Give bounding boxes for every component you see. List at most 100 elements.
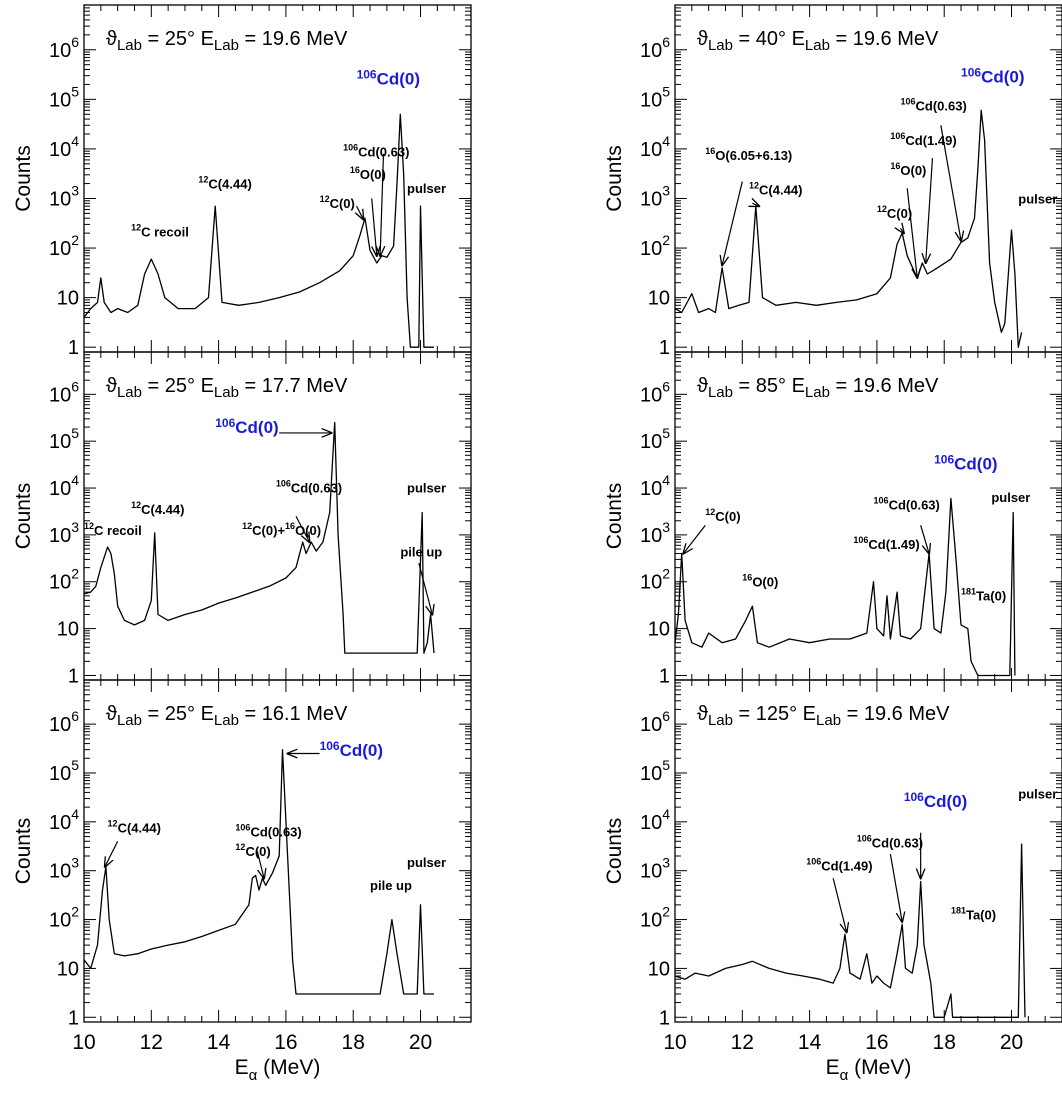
y-tick-label-exponent: 5: [662, 83, 670, 99]
y-tick-label: 102: [640, 566, 670, 594]
annotation-arrow: [900, 228, 903, 233]
y-tick-label: 104: [49, 133, 79, 161]
y-tick-label-exponent: 6: [662, 708, 670, 724]
peak-label-part-0: 106: [320, 739, 340, 753]
peak-label-part-1: C(4.44): [759, 183, 802, 198]
x-axis-title-sub: α: [249, 1067, 258, 1084]
y-tick-label-base: 10: [640, 812, 662, 834]
y-tick-label-base: 10: [640, 40, 662, 62]
y-tick-label-exponent: 4: [71, 133, 79, 149]
panel-title-part-2: = 125° E: [733, 703, 816, 725]
annotation-arrow: [683, 524, 706, 553]
y-tick-label-base: 10: [640, 525, 662, 547]
panel-title-part-1: Lab: [117, 384, 142, 401]
x-axis-title: Eα (MeV): [235, 1056, 321, 1084]
annotation-arrow: [418, 562, 432, 614]
x-tick-label: 10: [663, 1031, 686, 1054]
peak-label-part-0: 16: [350, 165, 360, 175]
y-tick-label: 103: [640, 519, 670, 547]
panel-title: ϑLab = 40° ELab = 19.6 MeV: [697, 28, 939, 54]
y-tick-label-base: 10: [49, 525, 71, 547]
peak-label: 106Cd(0.63): [857, 833, 923, 850]
y-tick-label: 1: [659, 337, 670, 359]
peak-label: 12C recoil: [131, 223, 189, 240]
panel-title-part-2: = 25° E: [142, 375, 214, 397]
y-tick-label: 106: [49, 34, 79, 62]
y-tick-label-base: 10: [49, 89, 71, 111]
peak-label-part-0: 12: [320, 194, 330, 204]
y-axis-title: Counts: [603, 145, 626, 212]
peak-label-part-1: Cd(1.49): [868, 537, 919, 552]
peak-label-part-0: 16: [742, 572, 752, 582]
x-axis-title-sub: α: [840, 1067, 849, 1084]
x-axis-title-unit: (MeV): [257, 1056, 320, 1079]
y-tick-label: 106: [49, 378, 79, 406]
y-tick-label: 1: [68, 665, 79, 687]
y-tick-label-base: 10: [640, 89, 662, 111]
peak-label-part-0: 12: [242, 521, 252, 531]
x-tick-label: 18: [933, 1031, 956, 1054]
spectrum-line: [674, 109, 1023, 348]
spectrum-line: [83, 749, 434, 995]
peak-label-part-1: C recoil: [141, 225, 189, 240]
peak-label: 12C(0): [877, 204, 912, 221]
peak-label-part-1: C(0): [245, 844, 270, 859]
panel-title-part-0: ϑ: [697, 375, 708, 397]
panel-title-part-4: = 19.6 MeV: [841, 703, 950, 725]
panel-title-part-4: = 19.6 MeV: [239, 28, 348, 50]
y-tick-label: 105: [49, 425, 79, 453]
y-tick-label-exponent: 3: [662, 182, 670, 198]
peak-label-part-1: Cd(0): [235, 418, 278, 437]
peak-label-part-1: O(0): [900, 163, 926, 178]
panel-title-part-4: = 19.6 MeV: [830, 28, 939, 50]
peak-label-part-1: Cd(1.49): [905, 133, 956, 148]
peak-label: pile up: [400, 544, 442, 559]
peak-label: pulser: [1018, 191, 1057, 206]
annotation-arrow: [832, 878, 846, 932]
peak-label-part-0: 106: [853, 535, 868, 545]
peak-label: 16O(0): [742, 572, 778, 589]
peak-label-part-1: C(0): [715, 509, 740, 524]
peak-label-part-1: Cd(0.63): [889, 497, 940, 512]
peak-label-part-1: Cd(1.49): [821, 859, 872, 874]
y-tick-label-base: 10: [49, 384, 71, 406]
y-tick-label: 10: [57, 958, 79, 980]
peak-label-part-1: Cd(0.63): [916, 98, 967, 113]
annotation-arrow: [906, 188, 917, 278]
x-tick-label: 10: [72, 1031, 95, 1054]
peak-label: 106Cd(0): [215, 416, 278, 437]
peak-label-part-1: Ta(0): [976, 588, 1006, 603]
y-tick-label-base: 10: [640, 763, 662, 785]
peak-label-part-0: 16: [890, 161, 900, 171]
y-tick-label: 10: [648, 619, 670, 641]
y-tick-label: 106: [640, 34, 670, 62]
panel-title-part-0: ϑ: [106, 703, 117, 725]
peak-label-part-0: 106: [874, 495, 889, 505]
panel-title-part-2: = 85° E: [733, 375, 805, 397]
panel-title-part-1: Lab: [117, 37, 142, 54]
y-tick-label-exponent: 3: [662, 855, 670, 871]
peak-label-part-0: 12: [131, 223, 141, 233]
y-tick-label: 10: [57, 288, 79, 310]
peak-label: pulser: [407, 481, 446, 496]
y-tick-label-exponent: 4: [71, 806, 79, 822]
peak-label: 16O(6.05+6.13): [705, 146, 792, 163]
y-tick-label-exponent: 5: [71, 757, 79, 773]
peak-label: 106Cd(1.49): [806, 857, 872, 874]
y-axis-title: Counts: [603, 483, 626, 550]
x-axis-title-main: E: [235, 1056, 249, 1079]
peak-label: pulser: [1018, 787, 1057, 802]
peak-label: 106Cd(0): [904, 790, 967, 811]
peak-label: 106Cd(0.63): [900, 96, 966, 113]
peak-label: pulser: [407, 181, 446, 196]
peak-label-part-1: C(0)+: [252, 523, 285, 538]
peak-label-part-0: 106: [857, 833, 872, 843]
y-tick-label: 106: [640, 708, 670, 736]
panel-title-part-4: = 19.6 MeV: [830, 375, 939, 397]
peak-label-part-0: 106: [900, 96, 915, 106]
x-tick-label: 16: [274, 1031, 297, 1054]
